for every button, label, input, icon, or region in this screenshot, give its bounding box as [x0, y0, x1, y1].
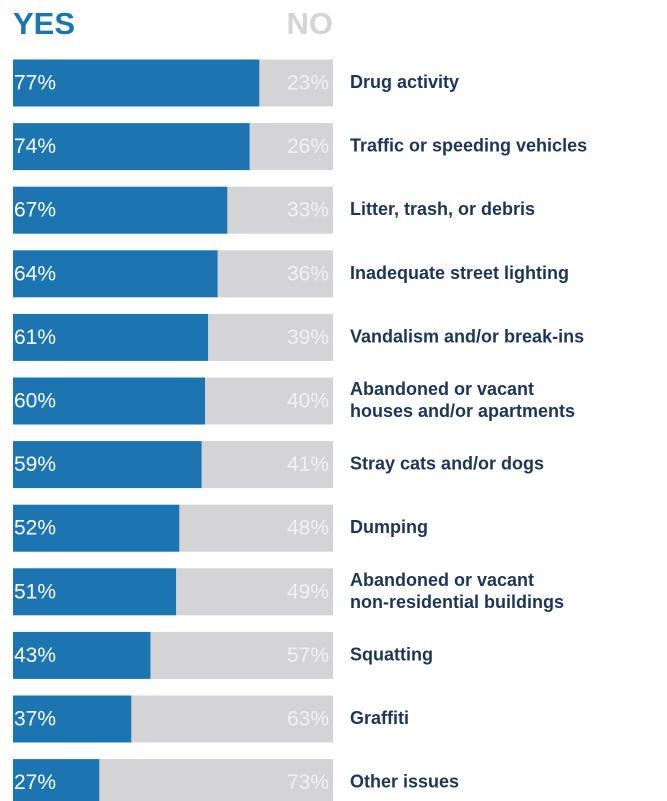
value-label: 43%	[14, 644, 56, 667]
category-label: Traffic or speeding vehicles	[350, 135, 587, 155]
value-label: 74%	[14, 135, 56, 158]
value-label: 73%	[287, 771, 329, 794]
category-label: Drug activity	[350, 72, 459, 92]
category-line: non-residential buildings	[350, 592, 564, 612]
category-label: Abandoned or vacant non-residential build…	[350, 570, 564, 612]
bar-segment	[13, 759, 100, 801]
category-line: houses and/or apartments	[350, 401, 575, 421]
bar-segment	[208, 313, 333, 361]
legend-yes: YES	[13, 6, 75, 41]
category-line: Abandoned or vacant	[350, 570, 534, 590]
value-label: 77%	[14, 72, 56, 95]
category-label: Stray cats and/or dogs	[350, 453, 544, 473]
bar-segment	[13, 504, 180, 552]
bar-segment	[13, 123, 250, 171]
value-label: 63%	[287, 708, 329, 731]
category-line: Inadequate street lighting	[350, 263, 569, 283]
bar-segment	[13, 695, 132, 743]
category-line: Traffic or speeding vehicles	[350, 135, 587, 155]
value-label: 37%	[14, 708, 56, 731]
value-label: 33%	[287, 199, 329, 222]
value-label: 59%	[14, 453, 56, 476]
category-label: Abandoned or vacant houses and/or apartme…	[350, 379, 575, 421]
bar-segment	[205, 377, 333, 425]
value-label: 39%	[287, 326, 329, 349]
value-label: 27%	[14, 771, 56, 794]
value-label: 67%	[14, 199, 56, 222]
bar-segment	[227, 186, 333, 234]
category-label: Squatting	[350, 644, 433, 664]
category-label: Other issues	[350, 771, 459, 791]
bar-segment	[13, 568, 177, 616]
bar-segment	[131, 695, 333, 743]
value-label: 40%	[287, 390, 329, 413]
category-line: Vandalism and/or break-ins	[350, 326, 584, 346]
value-label: 49%	[287, 580, 329, 603]
category-line: Abandoned or vacant	[350, 379, 534, 399]
category-label: Inadequate street lighting	[350, 263, 569, 283]
category-label: Litter, trash, or debris	[350, 199, 535, 219]
bar-segment	[13, 631, 151, 679]
bar-segment	[201, 441, 333, 489]
bar-segment	[259, 59, 333, 107]
category-line: Stray cats and/or dogs	[350, 453, 544, 473]
bar-segment	[249, 123, 333, 171]
category-line: Litter, trash, or debris	[350, 199, 535, 219]
category-line: Dumping	[350, 517, 428, 537]
bar-segment	[176, 568, 333, 616]
category-label: Vandalism and/or break-ins	[350, 326, 584, 346]
bar-segment	[13, 377, 205, 425]
bar-segment	[150, 631, 333, 679]
legend-no: NO	[287, 6, 334, 41]
category-line: Drug activity	[350, 72, 459, 92]
bar-segment	[99, 759, 334, 801]
value-label: 60%	[14, 390, 56, 413]
category-line: Graffiti	[350, 708, 409, 728]
value-label: 36%	[287, 262, 329, 285]
value-label: 51%	[14, 580, 56, 603]
value-label: 61%	[14, 326, 56, 349]
value-label: 26%	[287, 135, 329, 158]
value-label: 52%	[14, 517, 56, 540]
bar-segment	[179, 504, 333, 552]
bar-segment	[13, 186, 228, 234]
category-label: Dumping	[350, 517, 428, 537]
category-line: Squatting	[350, 644, 433, 664]
value-label: 48%	[287, 517, 329, 540]
category-label: Graffiti	[350, 708, 409, 728]
bar-segment	[217, 250, 333, 298]
value-label: 41%	[287, 453, 329, 476]
value-label: 57%	[287, 644, 329, 667]
bar-segment	[13, 59, 260, 107]
value-label: 64%	[14, 262, 56, 285]
category-line: Other issues	[350, 771, 459, 791]
value-label: 23%	[287, 72, 329, 95]
bar-segment	[13, 313, 209, 361]
bar-segment	[13, 441, 202, 489]
bar-segment	[13, 250, 218, 298]
